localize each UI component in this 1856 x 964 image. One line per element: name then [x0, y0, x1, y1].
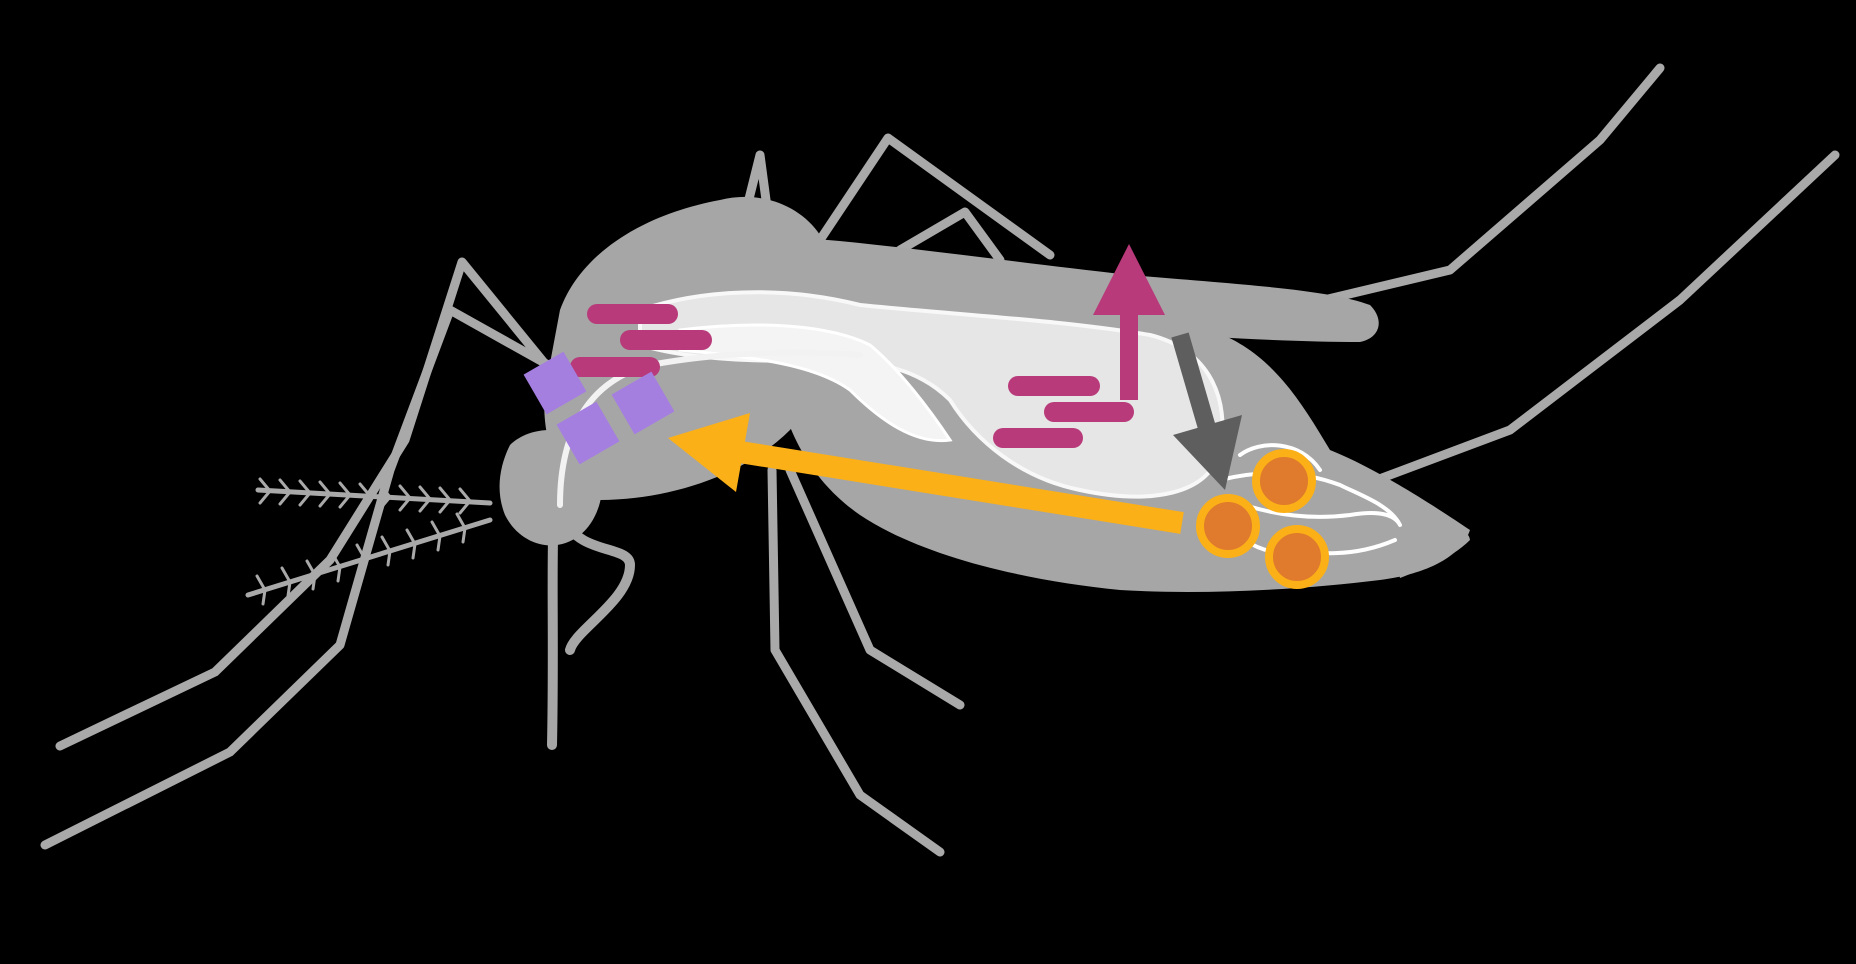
palp: [560, 515, 636, 655]
mid-leg-upper-3: [895, 207, 1005, 265]
arrow-up-icon: [1093, 244, 1165, 400]
eggs: [1196, 449, 1329, 589]
mid-leg-upper-1: [740, 150, 773, 220]
mid-leg-upper-2: [815, 133, 1055, 260]
lavender-square: [523, 351, 587, 415]
abdomen-tip: [1380, 505, 1470, 578]
magenta-bars-thorax: [570, 304, 712, 377]
lavender-squares: [523, 351, 675, 465]
antenna-upper: [255, 487, 493, 506]
lavender-square: [611, 371, 675, 435]
arrow-left-icon: [668, 413, 1184, 534]
wing: [690, 234, 1379, 342]
lavender-square: [556, 401, 620, 465]
egg: [1196, 494, 1260, 558]
ovary-tubules: [1218, 443, 1402, 556]
body: [499, 196, 1470, 750]
egg: [1252, 449, 1316, 513]
proboscis: [547, 455, 565, 750]
antenna-lower: [245, 517, 493, 598]
mid-leg-down-1: [767, 465, 945, 857]
magenta-bars-abdomen: [993, 376, 1134, 448]
hind-leg-1: [1235, 63, 1665, 325]
hind-leg-2: [1345, 150, 1840, 495]
antennae: [245, 477, 493, 606]
egg: [1265, 525, 1329, 589]
antenna-upper-plumes: [258, 477, 472, 515]
arrow-down-icon: [1171, 332, 1242, 490]
antenna-lower-plumes: [255, 512, 467, 606]
mid-leg-down-2: [785, 465, 965, 710]
